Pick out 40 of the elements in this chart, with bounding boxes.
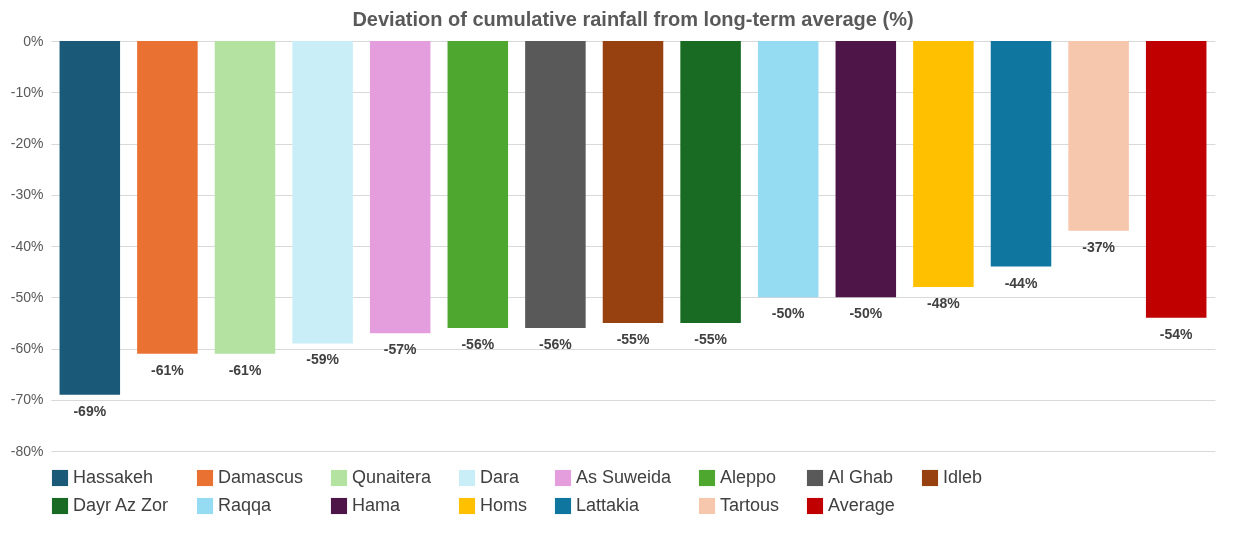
y-tick-label: -50% — [10, 288, 44, 305]
legend-label: Average — [828, 495, 895, 515]
y-tick-label: -70% — [10, 391, 44, 408]
legend-label: Qunaitera — [352, 467, 433, 487]
legend-label: Al Ghab — [828, 467, 894, 487]
data-label: -55% — [694, 330, 728, 347]
data-label: -50% — [849, 305, 883, 322]
data-label: -50% — [771, 305, 806, 322]
data-label: -56% — [539, 336, 573, 352]
legend-label: Dara — [480, 467, 520, 487]
y-tick-label: -60% — [10, 340, 44, 356]
chart-title: Deviation of cumulative rainfall from long-term average (%) — [352, 8, 914, 30]
legend-label: Homs — [480, 495, 528, 515]
y-tick-label: 0% — [23, 32, 44, 49]
data-label: -44% — [1004, 274, 1038, 291]
y-tick-label: -30% — [10, 186, 44, 203]
legend-label: Tartous — [720, 495, 780, 515]
data-label: -57% — [383, 341, 418, 358]
legend-label: Dayr Az Zor — [73, 495, 169, 515]
data-label: -54% — [1159, 325, 1194, 342]
legend-label: Lattakia — [576, 495, 641, 515]
data-label: -48% — [927, 295, 961, 311]
legend-label: Hama — [352, 495, 401, 515]
data-label: -56% — [461, 336, 495, 352]
data-label: -37% — [1082, 238, 1116, 255]
y-tick-label: -40% — [10, 237, 44, 254]
legend-label: Aleppo — [720, 467, 777, 487]
legend-label: Raqqa — [218, 495, 273, 515]
legend-label: As Suweida — [576, 467, 673, 487]
data-label: -69% — [73, 402, 107, 419]
data-label: -55% — [616, 330, 650, 347]
legend-label: Idleb — [943, 467, 983, 487]
data-label: -61% — [151, 361, 185, 378]
legend-label: Damascus — [218, 467, 304, 487]
legend-label: Hassakeh — [73, 467, 154, 487]
y-tick-label: -10% — [10, 83, 44, 100]
data-label: -59% — [306, 351, 340, 368]
y-tick-label: -20% — [10, 135, 44, 151]
data-label: -61% — [228, 361, 262, 378]
y-tick-label: -80% — [10, 442, 44, 459]
